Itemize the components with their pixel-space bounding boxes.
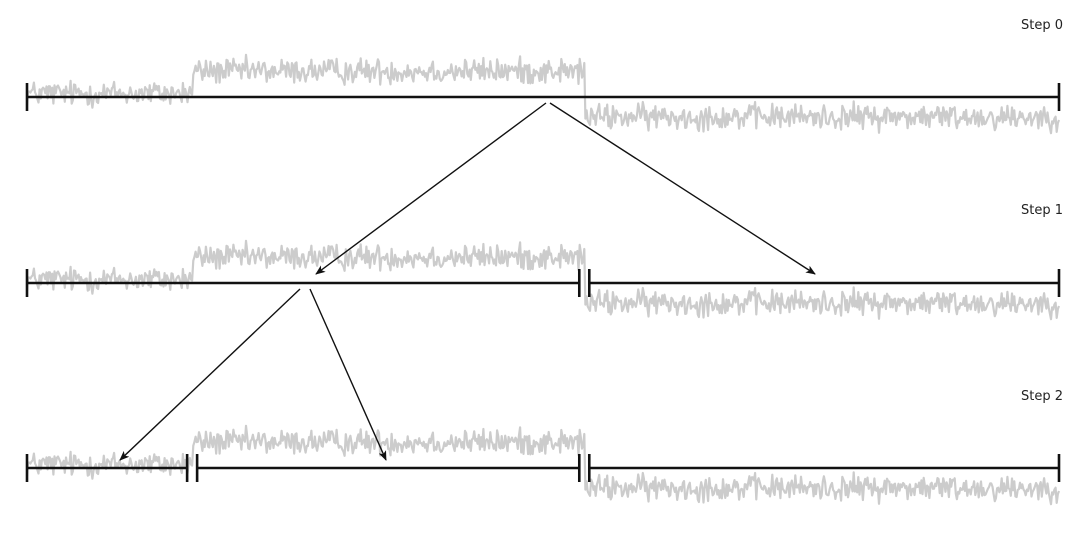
signal-polyline	[25, 53, 1061, 135]
step-0-segments	[25, 83, 1061, 111]
split-arrows	[119, 102, 816, 461]
step-2-signal-trace	[25, 424, 1061, 506]
split-arrow	[315, 102, 547, 275]
split-arrow	[309, 288, 387, 461]
step-1-signal-trace	[25, 239, 1061, 321]
step-1-segments	[25, 269, 1061, 297]
step-1-label: Step 1	[1021, 203, 1063, 218]
step-0-label: Step 0	[1021, 18, 1063, 33]
step-2-segments	[25, 454, 1061, 482]
step-1-row: Step 1	[25, 203, 1063, 321]
split-arrow	[549, 102, 816, 275]
step-0-row: Step 0	[25, 18, 1063, 135]
split-arrow	[119, 288, 301, 461]
signal-polyline	[25, 239, 1061, 321]
step-2-row: Step 2	[25, 389, 1063, 506]
step-0-signal-trace	[25, 53, 1061, 135]
signal-polyline	[25, 424, 1061, 506]
step-2-label: Step 2	[1021, 389, 1063, 404]
